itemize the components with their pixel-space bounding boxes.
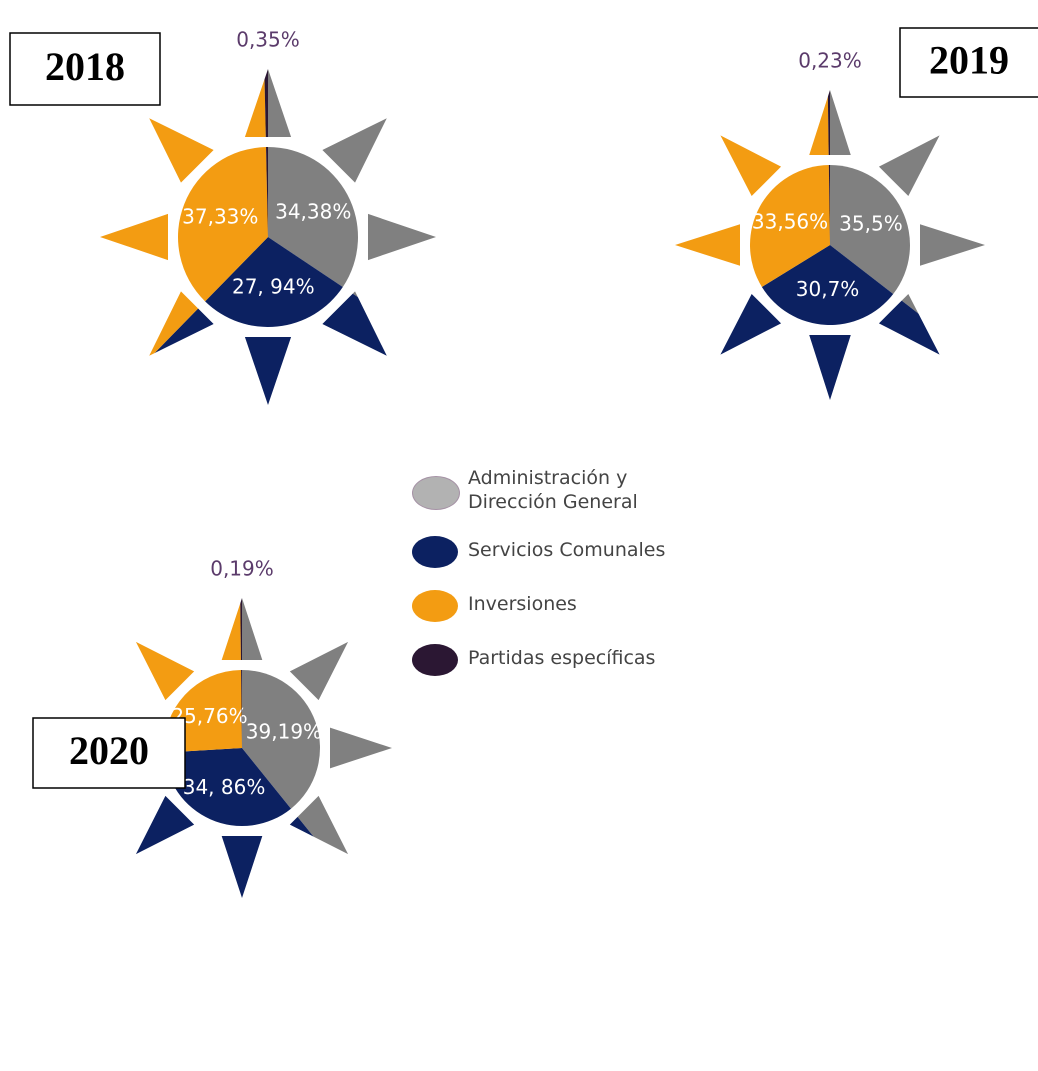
- value-label: 0,19%: [210, 557, 274, 581]
- legend-item: Partidas específicas: [412, 644, 672, 698]
- pie-slice: [177, 147, 268, 302]
- chart-title: 2020: [69, 728, 149, 773]
- legend-item: Administración y Dirección General: [412, 467, 672, 536]
- legend-item: Inversiones: [412, 590, 672, 644]
- legend-swatch: [412, 536, 458, 568]
- value-label: 33,56%: [752, 210, 828, 234]
- legend-item: Servicios Comunales: [412, 536, 672, 590]
- value-label: 27, 94%: [232, 275, 315, 299]
- value-label: 35,5%: [839, 211, 903, 235]
- legend: Administración y Dirección General Servic…: [412, 467, 672, 698]
- title-box: [32, 717, 186, 789]
- value-label: 39,19%: [246, 720, 322, 744]
- legend-label: Inversiones: [468, 593, 577, 615]
- value-label: 34, 86%: [183, 775, 266, 799]
- pie-slice: [205, 237, 343, 328]
- value-label: 37,33%: [182, 205, 258, 229]
- pie-slice: [761, 245, 894, 326]
- legend-label: Administración y Dirección General: [468, 467, 638, 513]
- legend-label: Partidas específicas: [468, 647, 656, 669]
- chart-title: 2019: [929, 38, 1009, 83]
- pie-slice: [268, 147, 358, 288]
- pie-slice: [750, 165, 830, 287]
- pie-slice: [830, 165, 911, 295]
- legend-swatch: [412, 590, 458, 622]
- pie-slice: [828, 165, 830, 245]
- legend-label: Servicios Comunales: [468, 539, 666, 561]
- pie-slice: [266, 147, 268, 237]
- value-label: 34,38%: [275, 199, 351, 223]
- value-label: 30,7%: [796, 277, 860, 301]
- legend-swatch: [412, 644, 458, 676]
- title-box: [9, 32, 161, 106]
- chart-title: 2018: [45, 44, 125, 89]
- value-label: 0,35%: [236, 28, 300, 52]
- pie-slice: [241, 670, 242, 748]
- pie-slice: [242, 670, 320, 809]
- pie-slice: [164, 748, 291, 826]
- value-label: 0,23%: [798, 49, 862, 73]
- title-box: [899, 27, 1038, 98]
- legend-swatch: [412, 476, 460, 510]
